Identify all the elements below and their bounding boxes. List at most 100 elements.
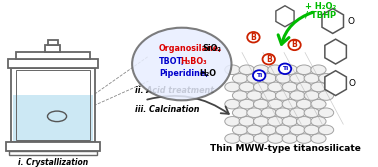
Ellipse shape bbox=[318, 73, 334, 83]
Ellipse shape bbox=[290, 91, 305, 100]
Ellipse shape bbox=[261, 125, 276, 135]
Ellipse shape bbox=[282, 65, 297, 74]
Text: B: B bbox=[266, 55, 272, 64]
Ellipse shape bbox=[279, 63, 291, 74]
Ellipse shape bbox=[311, 99, 326, 109]
Ellipse shape bbox=[276, 108, 291, 118]
Ellipse shape bbox=[247, 125, 262, 135]
Bar bbox=[6, 142, 100, 151]
Ellipse shape bbox=[276, 125, 291, 135]
Ellipse shape bbox=[268, 99, 283, 109]
Ellipse shape bbox=[311, 65, 326, 74]
Text: ii. Acid treatment: ii. Acid treatment bbox=[135, 86, 214, 95]
Ellipse shape bbox=[282, 99, 297, 109]
Ellipse shape bbox=[296, 99, 312, 109]
Ellipse shape bbox=[261, 91, 276, 100]
Text: Thin MWW-type titanosilicate: Thin MWW-type titanosilicate bbox=[209, 144, 360, 153]
Ellipse shape bbox=[247, 73, 262, 83]
Ellipse shape bbox=[282, 134, 297, 143]
Ellipse shape bbox=[296, 82, 312, 92]
Ellipse shape bbox=[304, 125, 319, 135]
Ellipse shape bbox=[247, 32, 260, 43]
Ellipse shape bbox=[263, 54, 275, 64]
Ellipse shape bbox=[225, 65, 240, 74]
Text: Ti: Ti bbox=[282, 66, 288, 71]
Ellipse shape bbox=[239, 65, 254, 74]
Ellipse shape bbox=[311, 82, 326, 92]
Ellipse shape bbox=[225, 99, 240, 109]
Ellipse shape bbox=[253, 117, 269, 126]
Text: TBOT,: TBOT, bbox=[159, 57, 185, 66]
Ellipse shape bbox=[311, 134, 326, 143]
Bar bbox=[15, 52, 90, 58]
Polygon shape bbox=[322, 9, 344, 33]
Text: + H₂O₂: + H₂O₂ bbox=[305, 2, 336, 11]
Ellipse shape bbox=[239, 82, 254, 92]
Ellipse shape bbox=[232, 125, 248, 135]
Bar bbox=[48, 40, 57, 45]
Ellipse shape bbox=[318, 125, 334, 135]
Text: B: B bbox=[292, 40, 297, 49]
Ellipse shape bbox=[311, 117, 326, 126]
Ellipse shape bbox=[253, 65, 269, 74]
Bar bbox=[13, 95, 93, 141]
Ellipse shape bbox=[253, 70, 265, 81]
Ellipse shape bbox=[318, 91, 334, 100]
Text: SiO₂: SiO₂ bbox=[203, 44, 222, 53]
Polygon shape bbox=[325, 71, 346, 96]
Bar bbox=[45, 45, 60, 52]
Ellipse shape bbox=[304, 108, 319, 118]
Ellipse shape bbox=[225, 82, 240, 92]
Ellipse shape bbox=[253, 134, 269, 143]
Text: O: O bbox=[349, 79, 356, 88]
Ellipse shape bbox=[239, 99, 254, 109]
Ellipse shape bbox=[296, 134, 312, 143]
Ellipse shape bbox=[253, 99, 269, 109]
Ellipse shape bbox=[239, 134, 254, 143]
Ellipse shape bbox=[318, 108, 334, 118]
Ellipse shape bbox=[296, 65, 312, 74]
Ellipse shape bbox=[276, 91, 291, 100]
Ellipse shape bbox=[276, 73, 291, 83]
Ellipse shape bbox=[304, 73, 319, 83]
Text: iii. Calcination: iii. Calcination bbox=[135, 105, 200, 114]
Ellipse shape bbox=[253, 82, 269, 92]
Polygon shape bbox=[325, 39, 346, 64]
Ellipse shape bbox=[239, 117, 254, 126]
Ellipse shape bbox=[304, 91, 319, 100]
Ellipse shape bbox=[290, 125, 305, 135]
Ellipse shape bbox=[232, 73, 248, 83]
Ellipse shape bbox=[296, 117, 312, 126]
Text: i. Crystallization: i. Crystallization bbox=[18, 158, 88, 167]
Ellipse shape bbox=[288, 40, 301, 50]
Ellipse shape bbox=[132, 28, 231, 100]
Text: Ti: Ti bbox=[256, 73, 262, 78]
Text: H₂O: H₂O bbox=[199, 69, 216, 78]
Ellipse shape bbox=[282, 82, 297, 92]
Ellipse shape bbox=[261, 108, 276, 118]
Bar bbox=[9, 151, 97, 155]
FancyArrowPatch shape bbox=[147, 96, 229, 114]
Ellipse shape bbox=[232, 91, 248, 100]
Ellipse shape bbox=[268, 65, 283, 74]
Ellipse shape bbox=[290, 108, 305, 118]
Text: Piperidine,: Piperidine, bbox=[159, 69, 208, 78]
Text: B: B bbox=[251, 33, 256, 42]
Text: Organosilane,: Organosilane, bbox=[159, 44, 222, 53]
Text: / TBHP: / TBHP bbox=[305, 11, 336, 20]
Ellipse shape bbox=[225, 117, 240, 126]
Ellipse shape bbox=[247, 108, 262, 118]
FancyArrowPatch shape bbox=[278, 12, 313, 44]
Polygon shape bbox=[276, 6, 294, 27]
Ellipse shape bbox=[268, 117, 283, 126]
Ellipse shape bbox=[232, 108, 248, 118]
Bar bbox=[8, 58, 98, 68]
Ellipse shape bbox=[268, 82, 283, 92]
Ellipse shape bbox=[290, 73, 305, 83]
FancyBboxPatch shape bbox=[11, 68, 95, 142]
Text: H₃BO₃: H₃BO₃ bbox=[180, 57, 206, 66]
Ellipse shape bbox=[282, 117, 297, 126]
Text: O: O bbox=[347, 17, 354, 26]
Ellipse shape bbox=[247, 91, 262, 100]
Ellipse shape bbox=[261, 73, 276, 83]
